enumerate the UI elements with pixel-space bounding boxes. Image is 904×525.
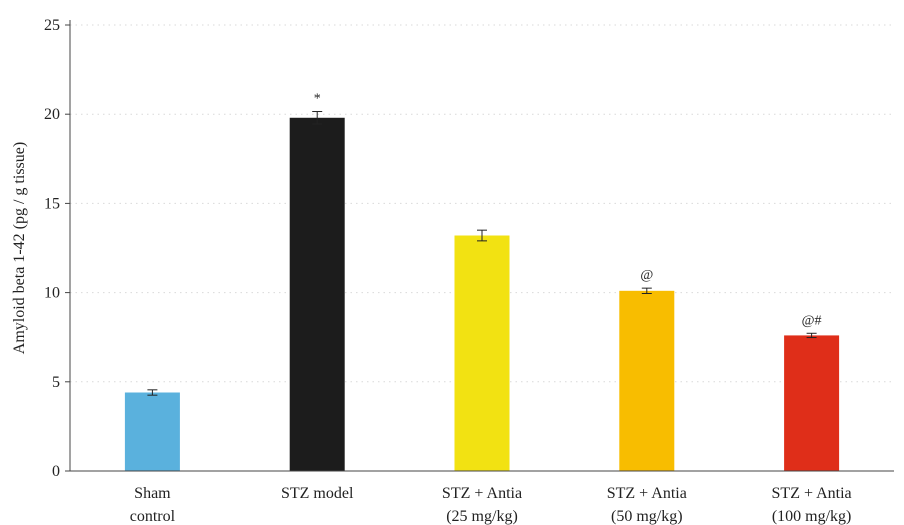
- y-tick-label: 15: [44, 195, 60, 212]
- y-tick-label: 10: [44, 285, 60, 302]
- x-category-label: STZ + Antia: [442, 485, 522, 502]
- x-category-label: (50 mg/kg): [611, 508, 683, 525]
- bar: [124, 392, 180, 471]
- y-tick-label: 25: [44, 17, 60, 34]
- labels: 0 5 10 15 20 25 Sham control * STZ model STZ + Ant…: [44, 17, 852, 525]
- x-category-label: (100 mg/kg): [772, 508, 852, 525]
- y-tick-label: 5: [52, 374, 60, 391]
- bar: [784, 335, 840, 471]
- x-category-label: STZ model: [281, 485, 354, 502]
- y-axis-label: Amyloid beta 1-42 (pg / g tissue): [11, 142, 28, 354]
- bar: [289, 117, 345, 471]
- bar: [619, 290, 675, 471]
- axes: [65, 20, 894, 472]
- x-category-label: STZ + Antia: [772, 485, 852, 502]
- significance-marker: @: [640, 268, 653, 283]
- x-category-label: STZ + Antia: [607, 485, 687, 502]
- significance-marker: *: [314, 92, 321, 107]
- y-tick-label: 20: [44, 106, 60, 123]
- x-category-label: control: [130, 508, 176, 525]
- significance-marker: @#: [802, 313, 822, 328]
- bar: [454, 235, 510, 471]
- x-category-label: (25 mg/kg): [446, 508, 518, 525]
- bars: [124, 111, 840, 471]
- x-category-label: Sham: [134, 485, 171, 502]
- y-tick-label: 0: [52, 463, 60, 480]
